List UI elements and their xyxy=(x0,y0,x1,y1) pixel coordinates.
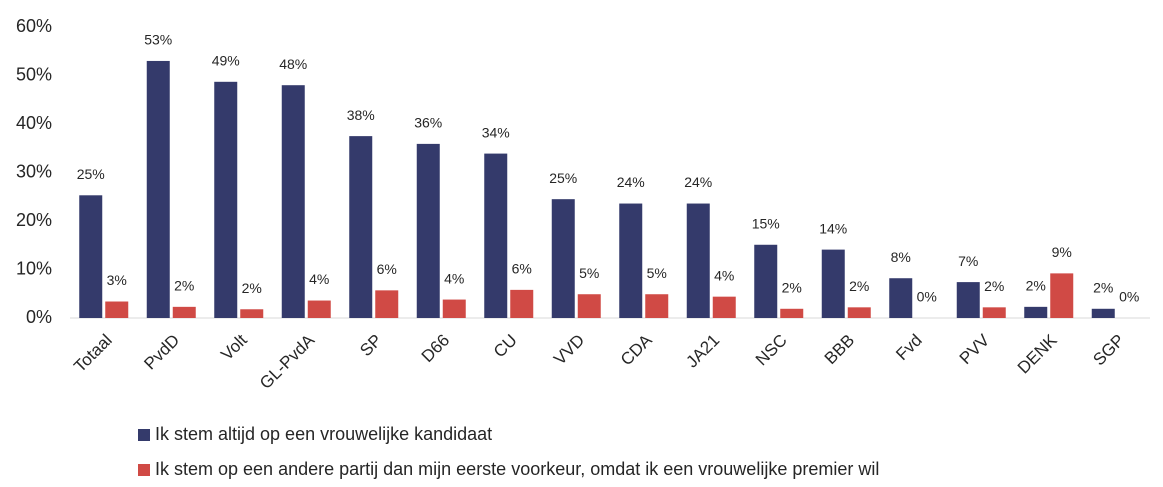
bar xyxy=(1050,273,1074,318)
x-tick-label: PvdD xyxy=(140,331,183,374)
legend-label: Ik stem op een andere partij dan mijn ee… xyxy=(155,459,879,479)
x-tick-label: NSC xyxy=(752,331,791,370)
value-label: 34% xyxy=(482,124,510,140)
bar xyxy=(754,244,778,318)
x-tick-label: GL-PvdA xyxy=(256,330,319,393)
x-tick-label: SP xyxy=(356,331,385,360)
bar xyxy=(79,195,103,318)
x-tick-label: D66 xyxy=(418,331,453,366)
bar xyxy=(645,294,669,318)
bar xyxy=(780,308,804,318)
value-label: 8% xyxy=(891,249,911,265)
y-tick-label: 30% xyxy=(16,161,52,181)
value-label: 53% xyxy=(144,32,172,48)
bar xyxy=(686,203,710,318)
bar xyxy=(240,309,264,318)
value-label: 24% xyxy=(684,174,712,190)
value-label: 4% xyxy=(714,267,734,283)
value-label: 49% xyxy=(212,53,240,69)
value-label: 15% xyxy=(752,215,780,231)
bar xyxy=(1024,306,1048,318)
bar xyxy=(551,199,575,318)
bar xyxy=(281,85,305,318)
value-label: 24% xyxy=(617,174,645,190)
y-tick-label: 20% xyxy=(16,210,52,230)
value-label: 2% xyxy=(782,279,802,295)
legend-swatch xyxy=(138,429,150,441)
x-tick-label: Totaal xyxy=(70,331,116,377)
y-tick-label: 0% xyxy=(26,307,52,327)
legend-label: Ik stem altijd op een vrouwelijke kandid… xyxy=(155,424,492,444)
bar xyxy=(484,153,508,318)
bar xyxy=(214,81,238,319)
value-label: 0% xyxy=(1119,289,1139,305)
bar xyxy=(375,290,399,318)
value-label: 14% xyxy=(819,220,847,236)
bar xyxy=(510,289,534,318)
bar xyxy=(416,143,440,318)
value-label: 6% xyxy=(377,261,397,277)
x-tick-label: DENK xyxy=(1014,330,1061,377)
x-tick-label: PVV xyxy=(956,330,994,368)
value-label: 2% xyxy=(242,280,262,296)
x-tick-label: VVD xyxy=(550,331,588,369)
bar xyxy=(847,307,871,318)
y-tick-label: 40% xyxy=(16,113,52,133)
bar xyxy=(172,306,196,318)
bar xyxy=(442,299,466,318)
x-tick-label: BBB xyxy=(821,331,858,368)
bar xyxy=(577,294,601,318)
value-label: 6% xyxy=(512,261,532,277)
value-label: 4% xyxy=(444,270,464,286)
bar xyxy=(889,278,913,318)
value-label: 2% xyxy=(1026,278,1046,294)
value-label: 3% xyxy=(107,272,127,288)
value-label: 38% xyxy=(347,107,375,123)
bar xyxy=(956,282,980,318)
bar xyxy=(712,296,736,318)
x-tick-label: CU xyxy=(490,331,521,362)
value-label: 2% xyxy=(174,278,194,294)
value-label: 25% xyxy=(77,166,105,182)
bar xyxy=(619,203,643,318)
value-label: 36% xyxy=(414,115,442,131)
value-label: 48% xyxy=(279,56,307,72)
x-tick-label: Fvd xyxy=(892,331,925,364)
value-label: 5% xyxy=(579,265,599,281)
value-label: 25% xyxy=(549,170,577,186)
legend-swatch xyxy=(138,464,150,476)
x-tick-label: Volt xyxy=(217,330,251,364)
bar xyxy=(349,136,373,318)
value-label: 2% xyxy=(1093,279,1113,295)
bar xyxy=(821,249,845,318)
x-tick-label: SGP xyxy=(1089,331,1128,370)
value-label: 9% xyxy=(1052,244,1072,260)
y-tick-label: 60% xyxy=(16,16,52,36)
x-tick-label: JA21 xyxy=(682,331,723,372)
value-label: 0% xyxy=(917,289,937,305)
value-label: 5% xyxy=(647,265,667,281)
bar xyxy=(982,307,1006,318)
value-label: 4% xyxy=(309,271,329,287)
bar xyxy=(1091,308,1115,318)
bar xyxy=(146,60,170,318)
value-label: 2% xyxy=(984,278,1004,294)
y-tick-label: 50% xyxy=(16,64,52,84)
bar xyxy=(307,300,331,318)
value-label: 7% xyxy=(958,253,978,269)
x-tick-label: CDA xyxy=(617,330,656,369)
value-label: 2% xyxy=(849,278,869,294)
bar xyxy=(105,301,129,318)
y-tick-label: 10% xyxy=(16,258,52,278)
